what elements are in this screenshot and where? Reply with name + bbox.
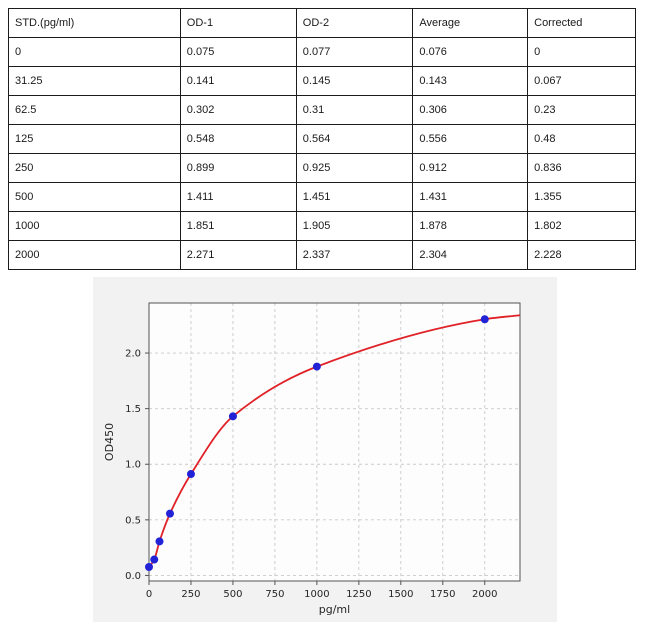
x-tick-label: 1500 xyxy=(388,589,413,600)
table-cell: 0.302 xyxy=(179,95,297,125)
table-row: 62.5 0.302 0.31 0.306 0.23 xyxy=(8,95,636,125)
y-tick-label: 0.0 xyxy=(125,571,141,582)
column-header-std: STD.(pg/ml) xyxy=(8,8,181,38)
table-cell: 1.355 xyxy=(527,182,636,212)
table-cell: 0 xyxy=(527,37,636,67)
table-header-row: STD.(pg/ml) OD-1 OD-2 Average Corrected xyxy=(8,8,636,38)
table-cell: 0.077 xyxy=(295,37,414,67)
table-cell: 0.067 xyxy=(527,66,636,96)
plot-area xyxy=(149,303,520,581)
table-cell: 500 xyxy=(8,182,181,212)
table-cell: 1.411 xyxy=(179,182,297,212)
table-row: 0 0.075 0.077 0.076 0 xyxy=(8,37,636,67)
x-tick-label: 1250 xyxy=(346,589,371,600)
x-tick-label: 0 xyxy=(146,589,152,600)
y-tick-label: 2.0 xyxy=(125,349,141,360)
data-point xyxy=(165,509,174,518)
table-cell: 2000 xyxy=(8,240,181,270)
table-cell: 62.5 xyxy=(8,95,181,125)
table-cell: 0.899 xyxy=(179,153,297,183)
standard-curve-figure: 0 250 500 750 1000 1250 1500 1750 2000 0.0 0.5 1.0 1… xyxy=(93,277,557,622)
table-row: 31.25 0.141 0.145 0.143 0.067 xyxy=(8,66,636,96)
table-cell: 0.564 xyxy=(295,124,414,154)
table-cell: 1000 xyxy=(8,211,181,241)
data-point xyxy=(228,412,237,421)
data-point xyxy=(480,315,489,324)
table-cell: 0.556 xyxy=(412,124,529,154)
table-cell: 1.451 xyxy=(295,182,414,212)
table-cell: 31.25 xyxy=(8,66,181,96)
table-cell: 0.912 xyxy=(412,153,529,183)
table-cell: 0.48 xyxy=(527,124,636,154)
table-cell: 0.076 xyxy=(412,37,529,67)
table-cell: 0.548 xyxy=(179,124,297,154)
column-header-average: Average xyxy=(412,8,529,38)
x-tick-label: 750 xyxy=(265,589,284,600)
table-cell: 2.271 xyxy=(179,240,297,270)
table-cell: 1.905 xyxy=(295,211,414,241)
table-cell: 250 xyxy=(8,153,181,183)
fit-curve xyxy=(148,314,521,568)
data-point xyxy=(150,555,159,564)
table-cell: 1.851 xyxy=(179,211,297,241)
column-header-od2: OD-2 xyxy=(295,8,414,38)
table-cell: 0.925 xyxy=(295,153,414,183)
table-cell: 0.075 xyxy=(179,37,297,67)
table-cell: 2.228 xyxy=(527,240,636,270)
data-point xyxy=(186,470,195,479)
table-cell: 2.337 xyxy=(295,240,414,270)
table-cell: 1.878 xyxy=(412,211,529,241)
table-cell: 0.143 xyxy=(412,66,529,96)
table-cell: 1.802 xyxy=(527,211,636,241)
y-tick-label: 0.5 xyxy=(125,515,141,526)
x-tick-label: 1000 xyxy=(304,589,329,600)
data-point xyxy=(155,537,164,546)
data-point xyxy=(312,362,321,371)
table-cell: 0.306 xyxy=(412,95,529,125)
y-axis-label: OD450 xyxy=(103,423,116,461)
table-cell: 1.431 xyxy=(412,182,529,212)
table-cell: 125 xyxy=(8,124,181,154)
column-header-corrected: Corrected xyxy=(527,8,636,38)
column-header-od1: OD-1 xyxy=(179,8,297,38)
data-point xyxy=(145,562,153,571)
table-cell: 0.23 xyxy=(527,95,636,125)
standards-table: STD.(pg/ml) OD-1 OD-2 Average Corrected … xyxy=(8,8,636,270)
table-row: 1000 1.851 1.905 1.878 1.802 xyxy=(8,211,636,241)
x-tick-label: 2000 xyxy=(472,589,497,600)
y-tick-label: 1.5 xyxy=(125,404,141,415)
table-row: 500 1.411 1.451 1.431 1.355 xyxy=(8,182,636,212)
axes-spines xyxy=(148,302,521,582)
table-cell: 0 xyxy=(8,37,181,67)
table-cell: 0.141 xyxy=(179,66,297,96)
x-tick-label: 500 xyxy=(223,589,242,600)
table-cell: 2.304 xyxy=(412,240,529,270)
table-cell: 0.145 xyxy=(295,66,414,96)
x-tick-label: 1750 xyxy=(430,589,455,600)
table-cell: 0.31 xyxy=(295,95,414,125)
table-row: 2000 2.271 2.337 2.304 2.228 xyxy=(8,240,636,270)
table-row: 125 0.548 0.564 0.556 0.48 xyxy=(8,124,636,154)
table-cell: 0.836 xyxy=(527,153,636,183)
table-row: 250 0.899 0.925 0.912 0.836 xyxy=(8,153,636,183)
standard-curve-chart: 0 250 500 750 1000 1250 1500 1750 2000 0.0 0.5 1.0 1… xyxy=(103,302,521,616)
x-tick-label: 250 xyxy=(181,589,200,600)
x-axis-label: pg/ml xyxy=(319,603,350,616)
y-tick-label: 1.0 xyxy=(125,460,141,471)
